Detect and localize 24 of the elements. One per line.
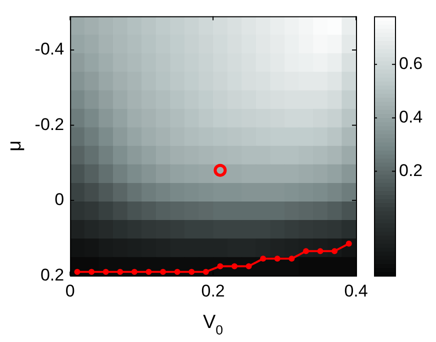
y-axis-title: μ	[4, 140, 26, 152]
x-tick-label: 0.4	[344, 281, 368, 300]
color-bar-label: 0.2	[399, 160, 423, 180]
point	[288, 256, 295, 262]
point	[274, 256, 280, 262]
point	[117, 268, 124, 275]
point	[202, 268, 209, 275]
y-tick-label: 0	[54, 190, 64, 210]
point	[160, 268, 166, 275]
y-tick-label: -0.2	[34, 114, 64, 134]
y-tick-label: 0.2	[40, 265, 64, 284]
point	[88, 268, 95, 275]
point	[346, 240, 352, 247]
x-tick-label: 0.2	[201, 281, 225, 300]
point	[74, 268, 80, 275]
point	[102, 268, 109, 275]
y-tick-label: -0.4	[34, 40, 64, 59]
color-bar-label: 0.6	[399, 54, 423, 74]
point	[188, 268, 195, 275]
point	[131, 268, 138, 275]
point	[174, 268, 180, 275]
point	[260, 256, 266, 262]
color-bar-label: 0.4	[399, 108, 423, 127]
point	[146, 268, 152, 275]
